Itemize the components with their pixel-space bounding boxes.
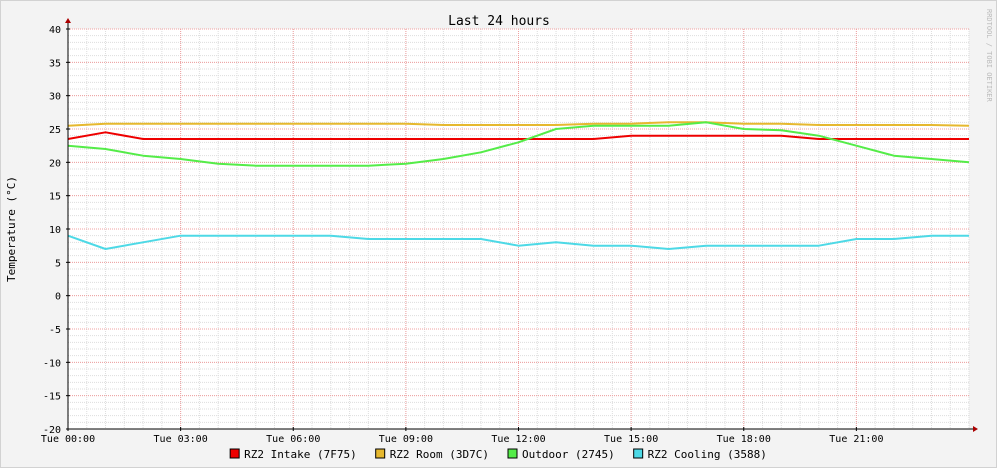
- series-layer: [67, 121, 970, 250]
- y-tick-label: 5: [55, 258, 61, 269]
- series-line-3: [67, 234, 969, 250]
- legend: RZ2 Intake (7F75) RZ2 Room (3D7C) Outdoor …: [229, 448, 767, 461]
- y-tick-label: 40: [49, 25, 61, 36]
- y-axis-label: Temperature (°C): [5, 176, 18, 282]
- legend-swatch-3: [633, 448, 644, 459]
- y-tick-label: -20: [43, 425, 61, 436]
- legend-swatch-1: [375, 448, 386, 459]
- y-axis-arrow: [65, 18, 71, 23]
- series-line-2: [67, 121, 970, 167]
- y-tick-label: -5: [49, 325, 61, 336]
- x-tick-label: Tue 03:00: [154, 434, 208, 445]
- x-tick-label: Tue 12:00: [491, 434, 545, 445]
- legend-swatch-2: [507, 448, 518, 459]
- y-tick-label: 15: [49, 192, 61, 203]
- series-line-0: [67, 131, 969, 140]
- legend-label-0: RZ2 Intake (7F75): [244, 448, 357, 461]
- x-tick-label: Tue 09:00: [379, 434, 433, 445]
- legend-label-1: RZ2 Room (3D7C): [390, 448, 489, 461]
- y-tick-label: -15: [43, 392, 61, 403]
- axes: [65, 18, 978, 432]
- x-tick-label: Tue 06:00: [266, 434, 320, 445]
- y-tick-label: 10: [49, 225, 61, 236]
- x-tick-label: Tue 18:00: [717, 434, 771, 445]
- x-tick-label: Tue 21:00: [829, 434, 883, 445]
- x-tick-label: Tue 15:00: [604, 434, 658, 445]
- y-tick-label: 0: [55, 292, 61, 303]
- series-line-1: [67, 121, 970, 127]
- watermark: RRDTOOL / TOBI OETIKER: [985, 9, 993, 103]
- y-tick-label: 25: [49, 125, 61, 136]
- x-tick-label: Tue 00:00: [41, 434, 95, 445]
- grid: [67, 28, 970, 430]
- legend-label-3: RZ2 Cooling (3588): [648, 448, 767, 461]
- legend-label-2: Outdoor (2745): [522, 448, 615, 461]
- chart-title: Last 24 hours: [448, 14, 550, 29]
- x-axis-arrow: [973, 426, 978, 432]
- y-tick-label: -10: [43, 358, 61, 369]
- y-tick-label: 30: [49, 92, 61, 103]
- y-tick-label: 35: [49, 58, 61, 69]
- tick-labels: -20 -15 -10 -5 0 5 10 15 20 25 30 35 40 Tue 00:00 Tue …: [41, 25, 884, 445]
- y-tick-label: 20: [49, 158, 61, 169]
- legend-swatch-0: [229, 448, 240, 459]
